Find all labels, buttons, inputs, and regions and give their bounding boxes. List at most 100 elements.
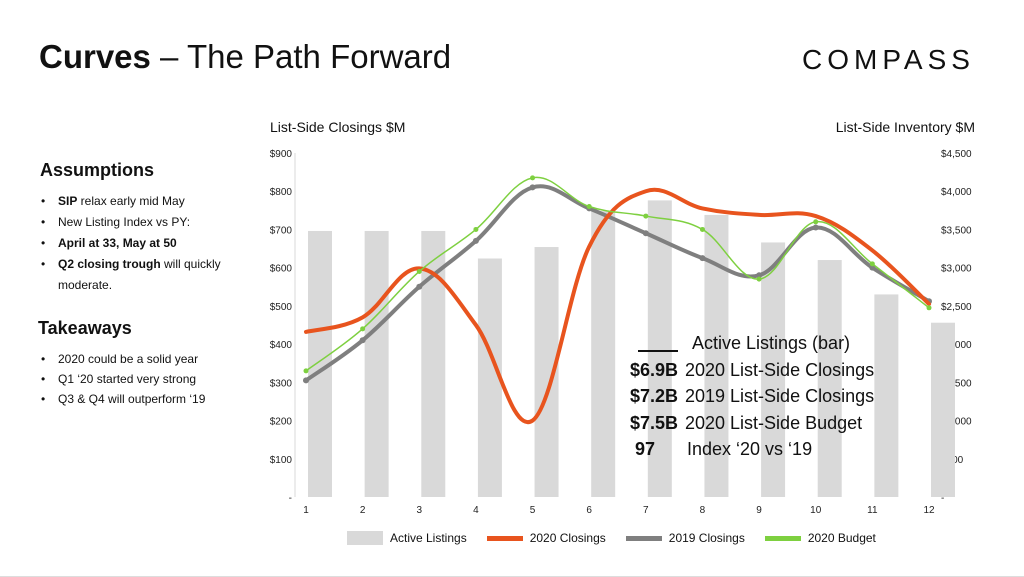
bar-swatch-icon bbox=[347, 531, 383, 545]
right-axis-title: List-Side Inventory $M bbox=[835, 119, 975, 135]
summary-value: $6.9B bbox=[629, 359, 678, 380]
left-tick-label: $600 bbox=[270, 264, 293, 275]
summary-label: Index ‘20 vs ‘19 bbox=[687, 439, 813, 459]
assumption-bold: April at 33, May at 50 bbox=[58, 236, 177, 250]
line-swatch-icon bbox=[764, 535, 801, 541]
assumptions-heading: Assumptions bbox=[40, 160, 155, 180]
x-tick-label: 10 bbox=[810, 505, 822, 516]
closings-2019-point bbox=[699, 255, 706, 262]
active-listings-bar bbox=[647, 200, 672, 497]
compass-logo: COMPASS bbox=[802, 44, 975, 75]
summary-value: $7.5B bbox=[629, 412, 678, 433]
budget-2020-point bbox=[530, 175, 536, 181]
summary-value: 97 bbox=[634, 439, 656, 459]
legend-label: 2020 Budget bbox=[807, 531, 876, 545]
right-tick-label: $2,500 bbox=[941, 302, 972, 313]
budget-2020-point bbox=[643, 213, 649, 219]
closings-2019-point bbox=[756, 272, 763, 279]
closings-2019-point bbox=[642, 230, 649, 237]
x-tick-label: 8 bbox=[700, 505, 706, 516]
summary-label: 2020 List-Side Budget bbox=[685, 412, 863, 433]
left-tick-label: $500 bbox=[270, 302, 293, 313]
left-tick-label: $400 bbox=[270, 340, 293, 351]
closings-2019-point bbox=[472, 237, 479, 244]
active-listings-bar bbox=[817, 260, 842, 497]
x-tick-label: 2 bbox=[360, 505, 366, 516]
left-tick-label: $300 bbox=[270, 378, 293, 389]
budget-2020-point bbox=[926, 305, 932, 311]
x-tick-label: 6 bbox=[586, 505, 592, 516]
right-tick-label: $1,000 bbox=[941, 417, 972, 428]
x-tick-label: 9 bbox=[756, 505, 762, 516]
assumption-subitem: April at 33, May at 50 bbox=[38, 233, 268, 254]
budget-2020-point bbox=[699, 226, 705, 232]
right-tick-label: $4,000 bbox=[941, 187, 972, 198]
budget-2020-point bbox=[869, 261, 875, 267]
summary-label: 2020 List-Side Closings bbox=[685, 359, 875, 380]
right-tick-label: $2,000 bbox=[941, 340, 972, 351]
left-tick-label: $900 bbox=[270, 149, 293, 160]
summary-box: Active Listings (bar) $6.9B 2020 List-Sid… bbox=[612, 330, 922, 463]
active-listings-bar bbox=[931, 322, 955, 497]
budget-2020-point bbox=[473, 226, 479, 232]
takeaways-list: 2020 could be a solid year Q1 ‘20 starte… bbox=[38, 349, 268, 409]
budget-2020-point bbox=[416, 268, 422, 274]
x-tick-label: 11 bbox=[867, 505, 878, 516]
summary-value bbox=[612, 330, 678, 357]
page-title-bold: Curves bbox=[39, 38, 151, 75]
left-panel: Assumptions SIP relax early mid May New … bbox=[38, 160, 268, 409]
assumption-item: New Listing Index vs PY: bbox=[38, 212, 268, 233]
right-tick-label: $3,500 bbox=[941, 225, 972, 236]
budget-2020-point bbox=[586, 204, 592, 210]
assumption-item: SIP relax early mid May bbox=[38, 191, 268, 212]
right-tick-label: $3,000 bbox=[941, 264, 972, 275]
active-listings-bar bbox=[874, 294, 899, 497]
left-tick-label: $100 bbox=[270, 455, 293, 466]
legend-item-2020-closings: 2020 Closings bbox=[486, 531, 606, 545]
x-tick-label: 4 bbox=[473, 505, 479, 516]
assumption-item: Q2 closing trough will quickly moderate. bbox=[38, 254, 268, 296]
active-listings-bar bbox=[364, 230, 389, 497]
x-tick-label: 12 bbox=[923, 505, 935, 516]
assumption-text: New Listing Index vs PY: bbox=[58, 215, 191, 229]
legend-item-2019-closings: 2019 Closings bbox=[625, 531, 745, 545]
x-tick-label: 5 bbox=[530, 505, 536, 516]
assumption-bold: SIP bbox=[58, 194, 78, 208]
active-listings-bar bbox=[591, 211, 616, 497]
x-tick-label: 3 bbox=[416, 505, 422, 516]
summary-row: Active Listings (bar) bbox=[612, 330, 922, 357]
right-tick-label: - bbox=[941, 493, 944, 504]
takeaway-item: Q1 ‘20 started very strong bbox=[38, 369, 268, 389]
right-tick-label: $1,500 bbox=[941, 378, 972, 389]
2020-budget-line bbox=[305, 176, 930, 372]
closings-2019-point bbox=[359, 337, 366, 344]
2020-closings-line bbox=[304, 187, 931, 425]
active-listings-bar bbox=[761, 242, 786, 497]
page-title-rest: – The Path Forward bbox=[150, 38, 452, 75]
budget-2020-point bbox=[813, 219, 819, 225]
summary-label: 2019 List-Side Closings bbox=[685, 386, 875, 406]
assumption-text: relax early mid May bbox=[77, 194, 185, 208]
summary-row: $7.5B 2020 List-Side Budget bbox=[612, 410, 922, 437]
takeaways-heading: Takeaways bbox=[38, 318, 132, 338]
closings-2019-point bbox=[416, 283, 423, 290]
assumptions-list: SIP relax early mid May New Listing Inde… bbox=[38, 191, 268, 296]
left-tick-label: - bbox=[289, 493, 292, 504]
left-tick-label: $700 bbox=[270, 225, 293, 236]
x-tick-label: 7 bbox=[643, 505, 649, 516]
budget-2020-point bbox=[360, 326, 366, 332]
closings-2019-point bbox=[529, 184, 536, 191]
legend-label: Active Listings bbox=[390, 531, 467, 545]
takeaway-item: 2020 could be a solid year bbox=[38, 349, 268, 369]
line-swatch-icon bbox=[625, 535, 662, 541]
budget-2020-point bbox=[756, 276, 762, 282]
summary-row: $6.9B 2020 List-Side Closings bbox=[612, 357, 922, 384]
line-marker-icon bbox=[638, 349, 678, 352]
2019-closings-line bbox=[304, 184, 931, 383]
chart-legend: Active Listings 2020 Closings 2019 Closi… bbox=[347, 531, 896, 545]
summary-row: $7.2B 2019 List-Side Closings bbox=[612, 383, 922, 410]
closings-2019-point bbox=[869, 264, 876, 271]
left-axis-title: List-Side Closings $M bbox=[270, 119, 406, 135]
legend-label: 2020 Closings bbox=[529, 531, 606, 545]
budget-2020-point bbox=[303, 368, 309, 374]
